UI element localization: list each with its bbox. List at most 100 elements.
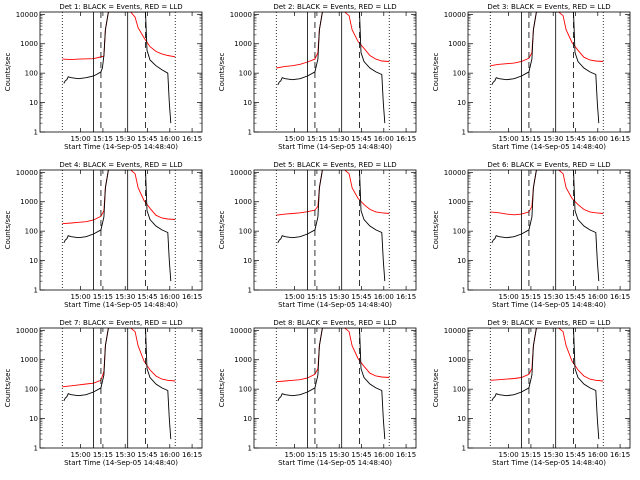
lld-series-line	[62, 170, 176, 225]
y-axis-label: Counts/sec	[4, 211, 12, 250]
y-tick-label: 100	[453, 70, 466, 78]
x-tick-label: 15:45	[565, 135, 585, 143]
x-tick-label: 15:00	[499, 293, 519, 301]
y-tick-label: 10	[243, 257, 252, 265]
y-axis-label: Counts/sec	[4, 53, 12, 92]
x-axis-label: Start Time (14-Sep-05 14:48:40)	[278, 301, 392, 309]
x-tick-label: 16:15	[182, 135, 202, 143]
y-axis-label: Counts/sec	[4, 369, 12, 408]
panel-data	[490, 328, 604, 440]
plot-frame	[253, 11, 417, 133]
x-tick-label: 15:30	[115, 451, 135, 459]
y-tick-label: 10000	[16, 327, 38, 335]
y-axis-label: Counts/sec	[432, 211, 440, 250]
x-tick-label: 15:45	[565, 451, 585, 459]
y-axis-label: Counts/sec	[432, 53, 440, 92]
lld-series-line	[276, 170, 390, 216]
y-tick-label: 1	[248, 445, 252, 453]
events-series-line	[277, 328, 386, 440]
detector-panel-8: 15:00 15:15 15:30 15:45 16:00 16:15 1 10 100 1000…	[218, 319, 417, 467]
x-axis-label: Start Time (14-Sep-05 14:48:40)	[492, 459, 606, 467]
x-tick-label: 15:30	[329, 293, 349, 301]
x-tick-label: 16:00	[588, 135, 608, 143]
y-tick-label: 10	[457, 99, 466, 107]
y-tick-label: 1	[462, 445, 466, 453]
plot-frame	[39, 327, 203, 449]
y-tick-label: 10	[243, 415, 252, 423]
panel-title: Det 4: BLACK = Events, RED = LLD	[59, 161, 182, 169]
x-tick-label: 16:00	[374, 451, 394, 459]
y-tick-label: 10000	[16, 169, 38, 177]
x-axis-label: Start Time (14-Sep-05 14:48:40)	[492, 301, 606, 309]
events-series-line	[63, 170, 172, 282]
y-tick-label: 1000	[234, 356, 252, 364]
x-tick-label: 15:15	[93, 451, 113, 459]
plot-frame	[253, 169, 417, 291]
y-tick-label: 10	[457, 257, 466, 265]
plot-frame	[467, 327, 631, 449]
x-tick-label: 15:15	[307, 293, 327, 301]
y-tick-label: 1	[248, 287, 252, 295]
lld-series-line	[490, 328, 604, 382]
y-tick-label: 1000	[20, 356, 38, 364]
lld-series-line	[62, 328, 176, 388]
y-tick-label: 1000	[20, 40, 38, 48]
plot-frame	[39, 169, 203, 291]
x-tick-label: 15:30	[543, 135, 563, 143]
x-tick-label: 16:15	[610, 293, 630, 301]
y-axis-label: Counts/sec	[218, 53, 226, 92]
y-tick-label: 1000	[20, 198, 38, 206]
x-tick-label: 16:00	[160, 451, 180, 459]
y-tick-label: 1	[34, 445, 38, 453]
detector-panel-5: 15:00 15:15 15:30 15:45 16:00 16:15 1 10 100 1000…	[218, 161, 417, 309]
y-tick-label: 100	[239, 386, 252, 394]
x-tick-label: 15:45	[565, 293, 585, 301]
x-tick-label: 15:00	[499, 451, 519, 459]
events-series-line	[63, 328, 172, 440]
x-axis-label: Start Time (14-Sep-05 14:48:40)	[64, 301, 178, 309]
x-axis-label: Start Time (14-Sep-05 14:48:40)	[278, 143, 392, 151]
x-tick-label: 16:15	[396, 451, 416, 459]
x-tick-label: 15:15	[307, 451, 327, 459]
lld-series-line	[276, 328, 390, 383]
panel-data	[276, 170, 390, 282]
x-tick-label: 16:00	[588, 293, 608, 301]
panel-data	[276, 12, 390, 124]
plot-frame	[253, 327, 417, 449]
plot-frame	[467, 169, 631, 291]
lld-series-line	[490, 12, 604, 67]
x-axis-label: Start Time (14-Sep-05 14:48:40)	[278, 459, 392, 467]
x-tick-label: 15:15	[521, 451, 541, 459]
events-series-line	[491, 12, 600, 124]
x-tick-label: 15:00	[71, 135, 91, 143]
y-tick-label: 10	[29, 257, 38, 265]
lld-series-line	[276, 12, 390, 69]
y-tick-label: 1	[34, 287, 38, 295]
x-tick-label: 15:30	[115, 293, 135, 301]
x-tick-label: 15:00	[499, 135, 519, 143]
x-tick-label: 16:00	[588, 451, 608, 459]
y-tick-label: 10000	[444, 327, 466, 335]
detector-panel-2: 15:00 15:15 15:30 15:45 16:00 16:15 1 10 100 1000…	[218, 3, 417, 151]
panel-data	[62, 328, 176, 440]
y-tick-label: 100	[453, 386, 466, 394]
x-tick-label: 15:00	[285, 135, 305, 143]
x-tick-label: 16:00	[374, 135, 394, 143]
y-tick-label: 10000	[444, 11, 466, 19]
y-tick-label: 10000	[230, 327, 252, 335]
y-tick-label: 1000	[234, 40, 252, 48]
x-tick-label: 15:00	[285, 451, 305, 459]
x-tick-label: 15:45	[351, 451, 371, 459]
x-tick-label: 16:15	[396, 135, 416, 143]
x-tick-label: 15:30	[543, 451, 563, 459]
y-axis-label: Counts/sec	[432, 369, 440, 408]
y-tick-label: 100	[239, 228, 252, 236]
y-tick-label: 100	[25, 386, 38, 394]
x-axis-label: Start Time (14-Sep-05 14:48:40)	[64, 459, 178, 467]
detector-panel-3: 15:00 15:15 15:30 15:45 16:00 16:15 1 10 100 1000…	[432, 3, 631, 151]
x-tick-label: 15:15	[307, 135, 327, 143]
x-tick-label: 15:00	[285, 293, 305, 301]
y-tick-label: 1	[34, 129, 38, 137]
x-tick-label: 15:15	[93, 293, 113, 301]
